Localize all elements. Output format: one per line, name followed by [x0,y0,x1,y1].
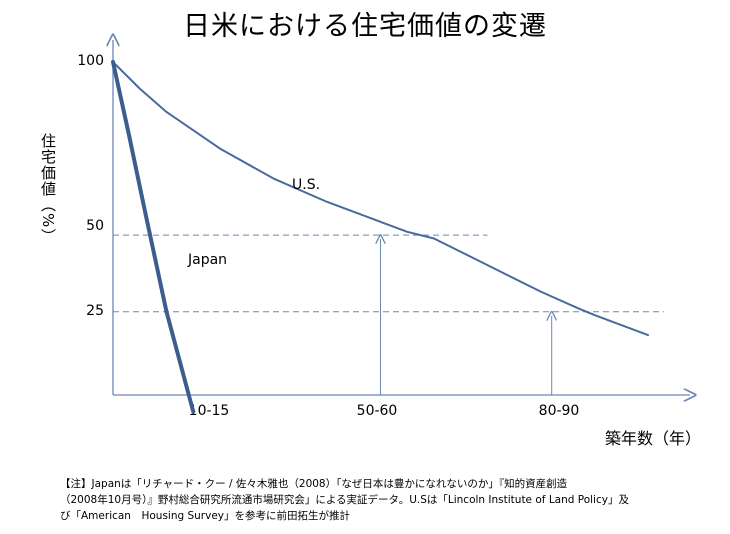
y-axis-label: 住宅価値（%） [39,133,57,244]
x-tick-label: 50-60 [357,403,398,419]
series-line-us [112,61,649,337]
series-line-japan [111,60,196,414]
y-tick-label: 50 [86,218,104,234]
x-tick-label: 80-90 [539,403,580,419]
y-tick-label: 100 [77,53,104,69]
x-axis-label: 築年数（年） [605,429,701,448]
series-label-japan: Japan [187,252,227,268]
source-note: 【注】Japanは「リチャード・クー / 佐々木雅也（2008）「なぜ日本は豊か… [60,478,629,522]
x-tick-label: 10-15 [189,403,230,419]
series-label-us: U.S. [292,177,320,193]
y-tick-label: 25 [86,303,104,319]
chart-title: 日米における住宅価値の変遷 [183,11,547,42]
